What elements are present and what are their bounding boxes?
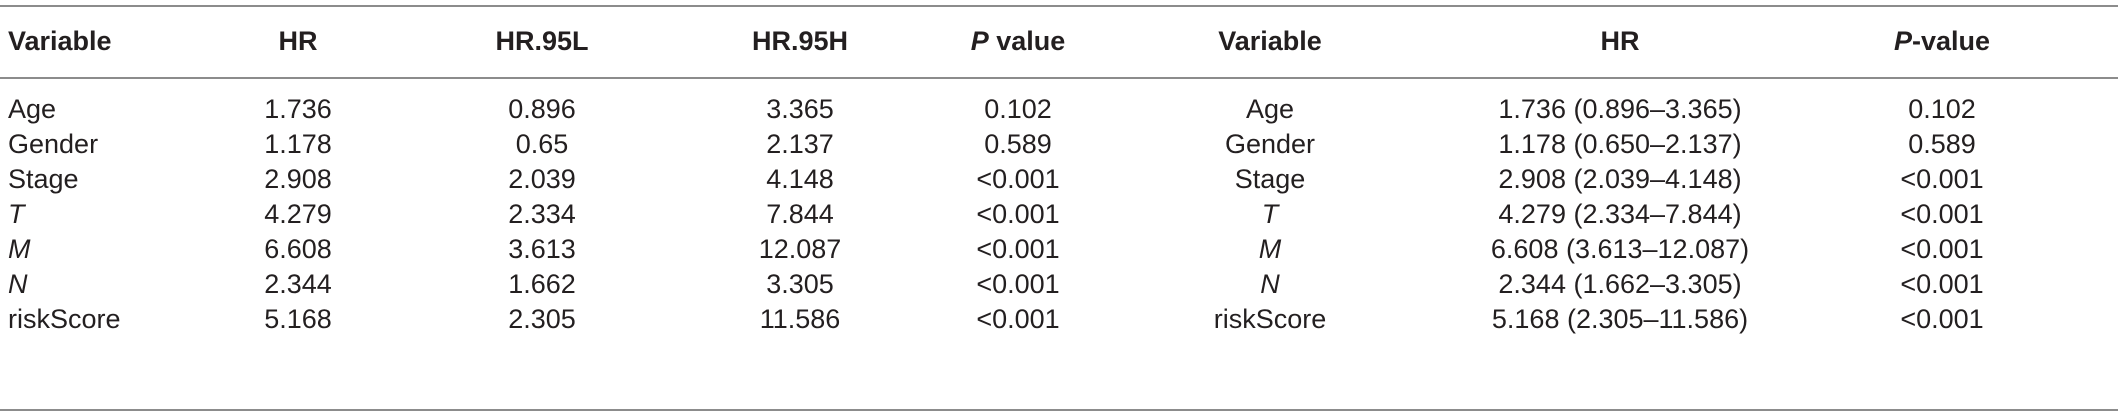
header-variable-right: Variable <box>1218 26 1322 56</box>
table-row: T 4.279 2.334 7.844 <0.001 T 4.279 (2.334–7.84… <box>0 191 2118 238</box>
cell-hr95h: 3.305 <box>766 269 834 299</box>
cell-hr-ci-right: 1.178 (0.650–2.137) <box>1498 129 1742 159</box>
cell-p-value-right: <0.001 <box>1900 164 1984 194</box>
cell-hr-ci-right: 6.608 (3.613–12.087) <box>1490 234 1750 264</box>
cell-hr95h: 4.148 <box>766 164 834 194</box>
cell-p-value-right: <0.001 <box>1900 269 1984 299</box>
cell-p-value-left: 0.589 <box>984 129 1052 159</box>
header-p-value-right: P-value <box>1842 18 2042 65</box>
cell-hr95h: 2.137 <box>766 129 834 159</box>
cell-hr95l: 1.662 <box>508 269 576 299</box>
cell-hr-ci-right: 1.736 (0.896–3.365) <box>1498 94 1742 124</box>
cell-hr95l: 2.334 <box>508 199 576 229</box>
cell-hr95l: 2.039 <box>508 164 576 194</box>
cell-variable-right: T <box>1261 199 1279 229</box>
cell-variable-right: Age <box>1245 94 1295 124</box>
cell-hr-left: 2.344 <box>264 269 332 299</box>
cell-hr-ci-right: 5.168 (2.305–11.586) <box>1491 304 1749 334</box>
table-header-rule <box>0 77 2118 79</box>
table-row: M 6.608 3.613 12.087 <0.001 M 6.608 (3.613–12.… <box>0 226 2118 273</box>
cell-variable-left: Age <box>8 94 57 124</box>
cell-hr-left: 6.608 <box>264 234 332 264</box>
cell-variable-left: M <box>8 234 31 264</box>
cell-p-value-left: <0.001 <box>976 234 1060 264</box>
table-top-rule <box>0 5 2118 7</box>
table-row: Gender 1.178 0.65 2.137 0.589 Gender 1.178 (0.… <box>0 121 2118 168</box>
cell-p-value-right: 0.102 <box>1908 94 1976 124</box>
cell-p-value-right: <0.001 <box>1900 199 1984 229</box>
cell-hr95l: 2.305 <box>508 304 576 334</box>
cell-p-value-right: 0.589 <box>1908 129 1976 159</box>
cell-p-value-right: <0.001 <box>1900 234 1984 264</box>
header-p-value-left: P value <box>918 18 1118 65</box>
cell-hr-ci-right: 4.279 (2.334–7.844) <box>1498 199 1742 229</box>
cell-hr95h: 11.586 <box>759 304 841 334</box>
cell-hr95l: 3.613 <box>508 234 576 264</box>
cell-p-value-right: <0.001 <box>1900 304 1984 334</box>
cell-hr-ci-right: 2.908 (2.039–4.148) <box>1498 164 1742 194</box>
cell-variable-left: riskScore <box>8 304 121 334</box>
cell-hr-left: 1.178 <box>264 129 332 159</box>
cell-hr95l: 0.65 <box>515 129 569 159</box>
cell-variable-right: Gender <box>1224 129 1316 159</box>
header-hr95h: HR.95H <box>751 26 849 56</box>
table-bottom-rule <box>0 409 2118 411</box>
cell-hr95h: 7.844 <box>766 199 834 229</box>
cell-hr-ci-right: 2.344 (1.662–3.305) <box>1498 269 1742 299</box>
cell-variable-left: T <box>8 199 25 229</box>
header-p-rest-right: -value <box>1911 26 1991 56</box>
header-hr-right: HR <box>1600 26 1640 56</box>
cell-variable-right: M <box>1258 234 1282 264</box>
cell-hr-left: 4.279 <box>264 199 332 229</box>
header-hr-left: HR <box>278 26 318 56</box>
cell-hr-left: 2.908 <box>264 164 332 194</box>
cell-p-value-left: <0.001 <box>976 164 1060 194</box>
cell-p-value-left: <0.001 <box>976 199 1060 229</box>
header-variable-left: Variable <box>8 26 112 56</box>
table-row: Age 1.736 0.896 3.365 0.102 Age 1.736 (0.896–3… <box>0 86 2118 133</box>
table-row: N 2.344 1.662 3.305 <0.001 N 2.344 (1.662–3.30… <box>0 261 2118 308</box>
cell-hr-left: 1.736 <box>264 94 332 124</box>
table-row: riskScore 5.168 2.305 11.586 <0.001 riskScore… <box>0 296 2118 343</box>
cell-hr95l: 0.896 <box>508 94 576 124</box>
header-hr95l: HR.95L <box>495 26 589 56</box>
header-p-italic-right: P <box>1893 26 1912 56</box>
cell-hr95h: 3.365 <box>766 94 834 124</box>
cell-p-value-left: <0.001 <box>976 269 1060 299</box>
cell-variable-left: N <box>8 269 28 299</box>
cell-variable-right: Stage <box>1234 164 1306 194</box>
cell-variable-left: Gender <box>8 129 99 159</box>
header-p-rest-left: value <box>988 26 1066 56</box>
cell-hr95h: 12.087 <box>758 234 842 264</box>
cell-hr-left: 5.168 <box>264 304 332 334</box>
table-header-row: Variable HR HR.95L HR.95H P value Variab… <box>0 18 2118 65</box>
cell-variable-right: N <box>1260 269 1280 299</box>
cell-p-value-left: <0.001 <box>976 304 1060 334</box>
cell-p-value-left: 0.102 <box>984 94 1052 124</box>
table-row: Stage 2.908 2.039 4.148 <0.001 Stage 2.908 (2.… <box>0 156 2118 203</box>
cell-variable-right: riskScore <box>1213 304 1327 334</box>
header-p-italic-left: P <box>970 26 989 56</box>
cell-variable-left: Stage <box>8 164 79 194</box>
